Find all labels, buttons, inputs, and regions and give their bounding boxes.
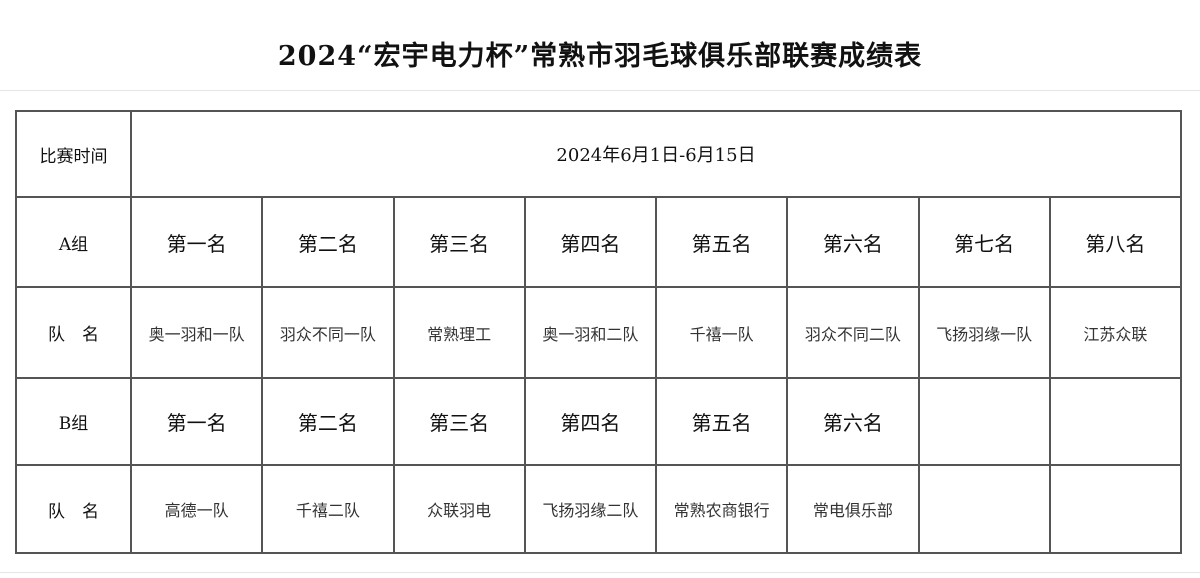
team-name-label: 队 名 (15, 286, 132, 379)
rank-cell (1048, 377, 1183, 466)
team-name-label: 队 名 (15, 464, 132, 554)
team-cell: 千禧二队 (261, 464, 395, 554)
group-a-team-row: 队 名 奥一羽和一队 羽众不同一队 常熟理工 奥一羽和二队 千禧一队 羽众不同二队 飞扬羽缘… (15, 286, 1183, 379)
team-cell: 千禧一队 (654, 286, 789, 379)
rank-cell: 第六名 (786, 196, 920, 288)
rank-cell: 第七名 (917, 196, 1051, 288)
rank-cell: 第六名 (786, 377, 920, 466)
rank-cell: 第三名 (392, 196, 526, 288)
group-b-label: B组 (15, 377, 132, 466)
sheet-gridline (0, 90, 1200, 91)
sheet-gridline (0, 572, 1200, 573)
team-cell: 羽众不同二队 (786, 286, 920, 379)
team-cell: 常熟理工 (392, 286, 526, 379)
match-time-value: 2024年6月1日-6月15日 (130, 110, 1182, 198)
team-cell: 奥一羽和一队 (129, 286, 264, 379)
team-cell: 高德一队 (129, 464, 264, 554)
team-cell: 飞扬羽缘二队 (523, 464, 658, 554)
team-cell: 众联羽电 (392, 464, 526, 554)
team-cell: 飞扬羽缘一队 (917, 286, 1051, 379)
rank-cell (917, 377, 1051, 466)
rank-cell: 第一名 (129, 196, 264, 288)
rank-cell: 第八名 (1048, 196, 1183, 288)
group-a-rank-row: A组 第一名 第二名 第三名 第四名 第五名 第六名 第七名 第八名 (15, 196, 1183, 288)
team-cell (917, 464, 1051, 554)
rank-cell: 第二名 (261, 196, 395, 288)
rank-cell: 第三名 (392, 377, 526, 466)
team-cell: 常电俱乐部 (786, 464, 920, 554)
rank-cell: 第五名 (654, 377, 789, 466)
team-cell: 奥一羽和二队 (523, 286, 658, 379)
team-cell (1048, 464, 1183, 554)
team-cell: 羽众不同一队 (261, 286, 395, 379)
rank-cell: 第四名 (523, 196, 658, 288)
group-a-label: A组 (15, 196, 132, 288)
rank-cell: 第五名 (654, 196, 789, 288)
results-table: 比赛时间 2024年6月1日-6月15日 A组 第一名 第二名 第三名 第四名 第五名第… (15, 110, 1183, 554)
match-time-label: 比赛时间 (15, 110, 132, 198)
team-cell: 常熟农商银行 (654, 464, 789, 554)
match-time-row: 比赛时间 2024年6月1日-6月15日 (15, 110, 1182, 198)
rank-cell: 第二名 (261, 377, 395, 466)
group-b-rank-row: B组 第一名 第二名 第三名 第四名 第五名 第六名 (15, 377, 1183, 466)
rank-cell: 第四名 (523, 377, 658, 466)
team-cell: 江苏众联 (1048, 286, 1183, 379)
group-b-team-row: 队 名 高德一队 千禧二队 众联羽电 飞扬羽缘二队 常熟农商银行 常电俱乐部 (15, 464, 1183, 554)
rank-cell: 第一名 (129, 377, 264, 466)
page-title: 2024“宏宇电力杯”常熟市羽毛球俱乐部联赛成绩表 (277, 41, 923, 72)
